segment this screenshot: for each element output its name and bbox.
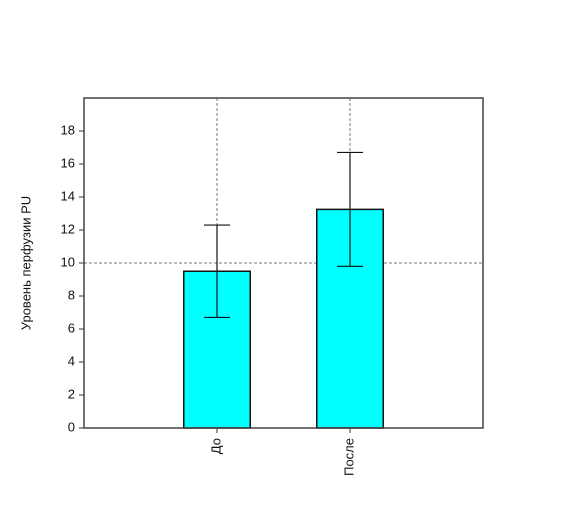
y-tick-label: 2 [68, 386, 75, 401]
y-axis-label: Уровень перфузии PU [18, 196, 33, 330]
bar [316, 208, 384, 429]
y-tick-label: 6 [68, 320, 75, 335]
plot-frame [83, 97, 484, 429]
x-tick-label: До [208, 438, 223, 454]
y-tick-label: 4 [68, 353, 75, 368]
y-tick-label: 12 [61, 221, 75, 236]
y-tick-label: 10 [61, 254, 75, 269]
y-tick-label: 14 [61, 188, 75, 203]
y-tick-label: 8 [68, 287, 75, 302]
y-tick-label: 18 [61, 122, 75, 137]
y-tick-label: 16 [61, 155, 75, 170]
x-tick-label: После [341, 438, 356, 476]
y-tick-label: 0 [68, 419, 75, 434]
